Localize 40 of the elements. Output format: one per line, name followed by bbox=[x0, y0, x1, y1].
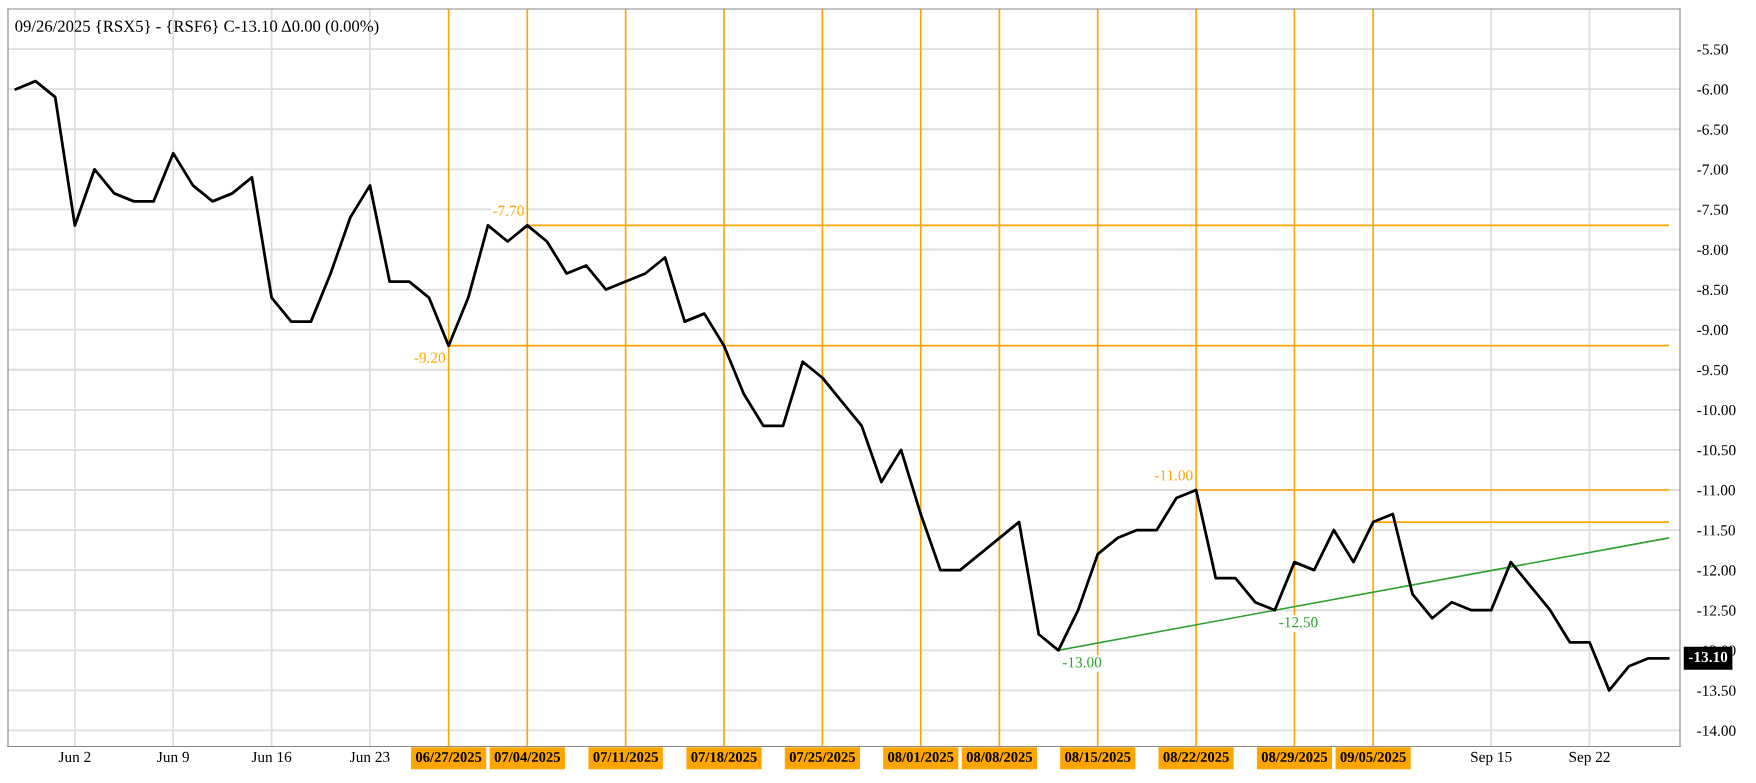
y-tick-label: -12.50 bbox=[1697, 605, 1736, 616]
x-tick-label: 07/25/2025 bbox=[789, 752, 856, 762]
x-tick-label: 08/22/2025 bbox=[1163, 752, 1229, 762]
x-tick-label: 06/27/2025 bbox=[415, 752, 482, 762]
y-tick-label: -10.50 bbox=[1697, 445, 1736, 456]
x-tick-label: 08/01/2025 bbox=[888, 752, 954, 762]
x-tick-label: 08/08/2025 bbox=[966, 752, 1033, 762]
x-tick-label: 07/18/2025 bbox=[691, 752, 757, 762]
annotation: -9.20 bbox=[414, 352, 446, 363]
x-tick-label: 08/29/2025 bbox=[1261, 752, 1328, 762]
x-tick-label: Jun 2 bbox=[58, 751, 91, 763]
text: 09/26/2025 {RSX5} - {RSF6} C-13.10 Δ0.00 (0.00%) bbox=[15, 20, 379, 36]
y-tick-label: -10.00 bbox=[1697, 404, 1736, 416]
y-tick-label: -6.00 bbox=[1697, 84, 1728, 95]
y-tick-label: -5.50 bbox=[1697, 44, 1728, 55]
y-tick-label: -7.00 bbox=[1697, 164, 1728, 175]
x-tick-label: Sep 22 bbox=[1569, 751, 1610, 766]
x-tick-label: 07/11/2025 bbox=[593, 752, 658, 762]
y-tick-label: -7.50 bbox=[1697, 204, 1728, 215]
x-tick-label: Jun 16 bbox=[251, 751, 292, 763]
y-tick-label: -11.00 bbox=[1697, 485, 1735, 496]
annotation: -11.00 bbox=[1154, 470, 1193, 481]
x-tick-label: Sep 15 bbox=[1471, 751, 1512, 766]
y-tick-label: -9.50 bbox=[1697, 364, 1728, 376]
y-tick-label: -11.50 bbox=[1697, 525, 1735, 536]
y-tick-label: -13.50 bbox=[1697, 685, 1736, 696]
y-tick-label: -6.50 bbox=[1697, 124, 1728, 135]
text: -13.00 bbox=[1062, 657, 1102, 668]
y-tick-label: -14.00 bbox=[1697, 725, 1736, 736]
y-tick-label: -9.00 bbox=[1697, 324, 1728, 336]
annotation: -7.70 bbox=[493, 205, 524, 216]
x-tick-label: Jun 23 bbox=[350, 751, 390, 763]
y-tick-label: -12.00 bbox=[1697, 565, 1736, 576]
y-tick-label: -8.50 bbox=[1697, 284, 1728, 296]
x-tick-label: 09/05/2025 bbox=[1340, 752, 1406, 762]
text: -12.50 bbox=[1279, 617, 1318, 628]
x-tick-label: Jun 9 bbox=[157, 751, 189, 763]
y-tick-label: -8.00 bbox=[1697, 244, 1728, 256]
x-tick-label: 07/04/2025 bbox=[494, 752, 560, 762]
x-tick-label: 08/15/2025 bbox=[1065, 752, 1131, 762]
